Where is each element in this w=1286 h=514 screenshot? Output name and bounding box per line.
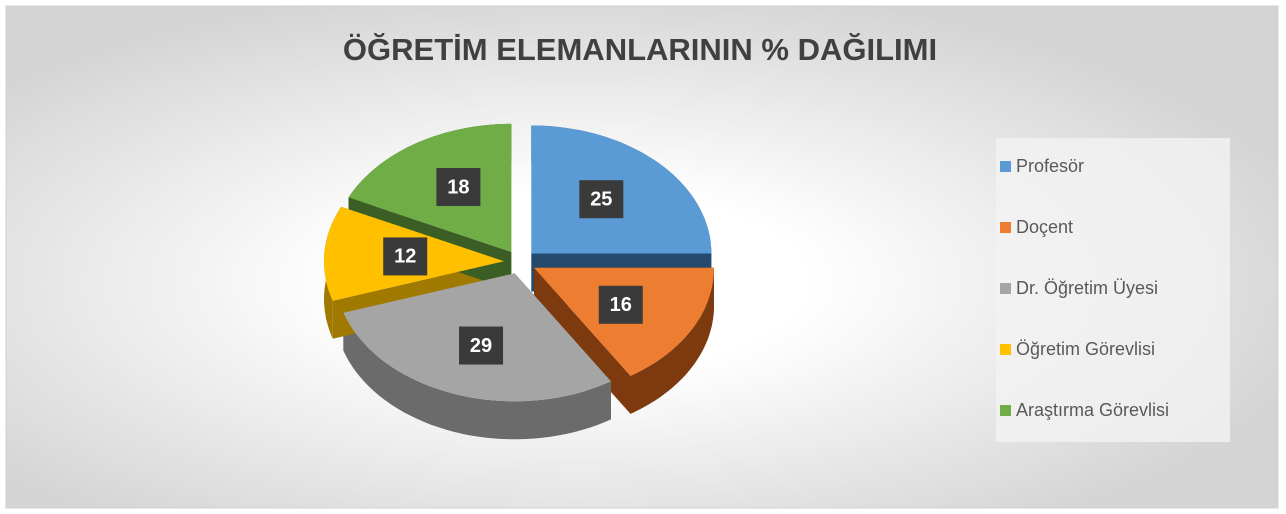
legend-swatch	[1000, 222, 1011, 233]
legend-swatch	[1000, 344, 1011, 355]
data-label: 16	[610, 294, 632, 316]
legend-swatch	[1000, 161, 1011, 172]
data-label-box	[383, 237, 428, 276]
legend-label: Öğretim Görevlisi	[1016, 339, 1155, 359]
chart-title: ÖĞRETİM ELEMANLARININ % DAĞILIMI	[343, 32, 937, 67]
data-label-box	[436, 168, 481, 207]
slice	[348, 123, 512, 252]
data-label-box	[579, 180, 624, 219]
legend-box	[996, 138, 1230, 442]
data-label-box	[598, 285, 643, 324]
data-label: 29	[470, 335, 492, 357]
legend-label: Profesör	[1016, 156, 1084, 176]
legend-swatch	[1000, 283, 1011, 294]
slice-side	[630, 267, 714, 414]
legend-label: Dr. Öğretim Üyesi	[1016, 278, 1158, 298]
legend-swatch	[1000, 405, 1011, 416]
data-label: 12	[394, 246, 416, 268]
legend-label: Araştırma Görevlisi	[1016, 400, 1169, 420]
data-label-box	[459, 326, 504, 365]
legend-label: Doçent	[1016, 217, 1073, 237]
data-label: 25	[590, 188, 612, 210]
slice-side	[343, 312, 611, 440]
data-label: 18	[447, 176, 469, 198]
